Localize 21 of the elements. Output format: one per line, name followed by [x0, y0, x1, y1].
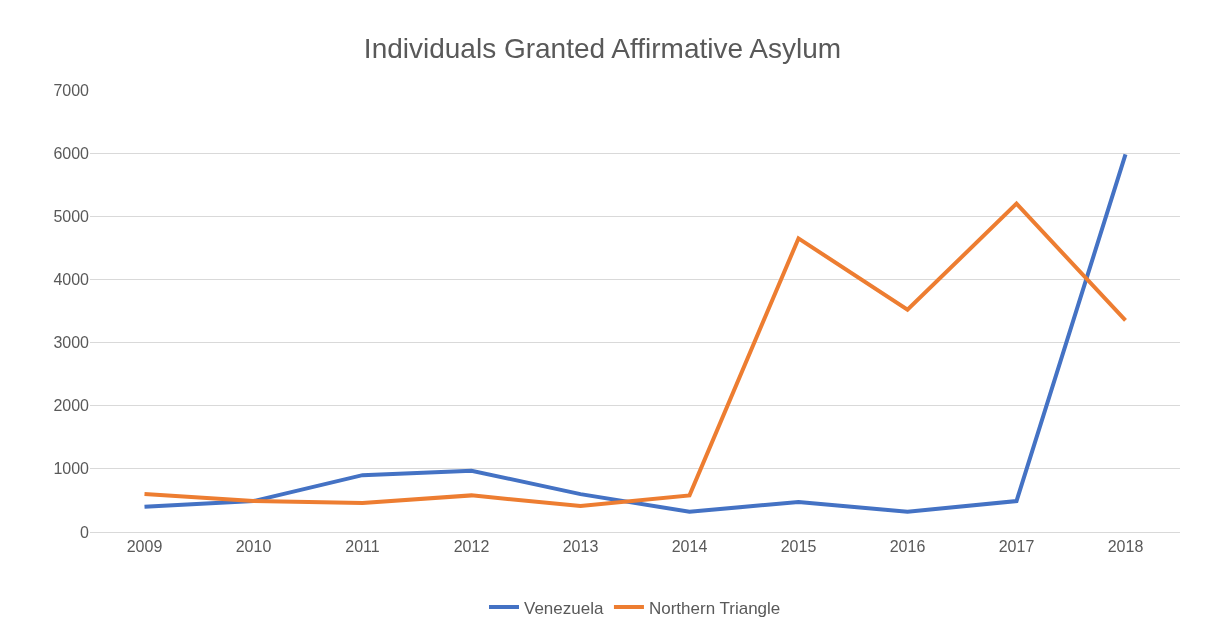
y-tick-label: 2000 [53, 397, 90, 415]
x-tick-label: 2011 [345, 538, 380, 556]
x-tick-label: 2013 [562, 538, 599, 556]
x-tick-label: 2010 [235, 538, 272, 556]
y-tick-label: 7000 [53, 81, 90, 99]
y-tick-label: 6000 [53, 144, 90, 162]
y-tick-label: 4000 [53, 271, 90, 289]
y-tick-label: 0 [80, 523, 90, 541]
x-tick-label: 2018 [1107, 538, 1144, 556]
legend-label: Northern Triangle [648, 598, 781, 618]
chart-title: Individuals Granted Affirmative Asylum [363, 32, 842, 64]
legend-label: Venezuela [524, 598, 604, 618]
y-tick-label: 5000 [53, 207, 90, 225]
x-tick-label: 2015 [780, 538, 817, 556]
x-tick-label: 2009 [126, 538, 163, 556]
y-tick-label: 3000 [53, 334, 90, 352]
x-tick-label: 2014 [671, 538, 708, 556]
y-tick-label: 1000 [53, 460, 90, 478]
x-tick-label: 2016 [889, 538, 926, 556]
x-tick-label: 2017 [998, 538, 1035, 556]
x-tick-label: 2012 [453, 538, 490, 556]
